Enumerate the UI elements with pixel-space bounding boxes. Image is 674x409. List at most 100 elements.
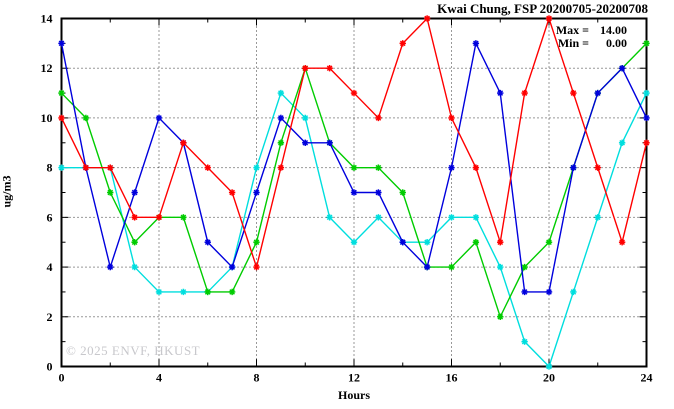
legend-min-value: 0.00 xyxy=(606,36,627,50)
blue-series-marker xyxy=(594,90,601,96)
cyan-series-marker xyxy=(570,289,577,295)
green-series-marker xyxy=(229,289,235,295)
cyan-series-marker xyxy=(448,214,455,221)
green-series-marker xyxy=(497,313,504,320)
blue-series-marker xyxy=(619,65,625,72)
blue-series-marker xyxy=(570,164,577,171)
green-series-marker xyxy=(643,40,650,47)
green-series-marker xyxy=(180,214,187,221)
red-series-marker xyxy=(546,15,552,22)
blue-series-marker xyxy=(351,189,357,196)
green-series-marker xyxy=(253,239,260,246)
legend-min-row: Min = 0.00 xyxy=(556,37,627,50)
green-series-marker xyxy=(546,239,552,246)
cyan-series-marker xyxy=(131,264,138,270)
red-series-marker xyxy=(643,139,650,146)
x-axis-label: Hours xyxy=(337,388,370,402)
cyan-series-marker xyxy=(351,239,357,246)
y-tick-label: 0 xyxy=(47,360,53,374)
blue-series-marker xyxy=(302,139,309,146)
green-series-marker xyxy=(204,289,211,295)
green-series-marker xyxy=(521,264,528,270)
red-series-marker xyxy=(619,239,625,246)
cyan-series-marker xyxy=(326,214,333,221)
green-series-marker xyxy=(58,90,65,96)
x-tick-label: 4 xyxy=(156,371,162,385)
x-tick-label: 12 xyxy=(348,371,360,385)
red-series-marker xyxy=(302,65,309,72)
legend-min-label: Min = xyxy=(557,36,589,50)
y-tick-label: 8 xyxy=(47,161,53,175)
blue-series-marker xyxy=(399,239,406,246)
red-series-marker xyxy=(83,164,89,171)
blue-series-marker xyxy=(131,189,138,196)
cyan-series-marker xyxy=(643,90,650,96)
legend: Max = 14.00 Min = 0.00 xyxy=(556,24,627,50)
x-tick-label: 20 xyxy=(543,371,555,385)
red-series-marker xyxy=(424,15,430,22)
green-series-marker xyxy=(83,115,89,121)
y-tick-label: 4 xyxy=(47,260,53,274)
green-series-marker xyxy=(278,139,284,146)
cyan-series-marker xyxy=(619,139,625,146)
cyan-series-marker xyxy=(253,164,260,171)
red-series-marker xyxy=(156,214,162,221)
blue-series-marker xyxy=(473,40,479,47)
x-tick-label: 0 xyxy=(59,371,65,385)
green-series-line xyxy=(61,42,647,319)
cyan-series-marker xyxy=(546,363,552,370)
red-series-marker xyxy=(521,90,528,96)
y-tick-label: 12 xyxy=(41,61,53,75)
red-series-marker xyxy=(180,139,187,146)
cyan-series-marker xyxy=(375,214,382,221)
y-tick-label: 10 xyxy=(41,111,53,125)
blue-series-marker xyxy=(375,189,382,196)
cyan-series-line xyxy=(61,91,648,368)
legend-max-label: Max = xyxy=(555,23,589,37)
blue-series-marker xyxy=(107,264,114,270)
red-series-marker xyxy=(204,164,211,171)
cyan-series-marker xyxy=(278,90,284,96)
blue-series-marker xyxy=(253,189,260,196)
blue-series-marker xyxy=(448,164,455,171)
cyan-series-marker xyxy=(156,289,162,295)
blue-series-marker xyxy=(546,289,552,295)
x-tick-label: 24 xyxy=(641,371,653,385)
y-tick-label: 2 xyxy=(47,310,53,324)
red-series-marker xyxy=(107,164,114,171)
blue-series-marker xyxy=(278,115,284,121)
cyan-series-marker xyxy=(302,115,309,121)
cyan-series-marker xyxy=(594,214,601,221)
green-series-marker xyxy=(107,189,114,196)
green-series-marker xyxy=(473,239,479,246)
red-series-marker xyxy=(375,115,382,121)
blue-series-marker xyxy=(643,115,650,121)
red-series-marker xyxy=(594,164,601,171)
y-tick-label: 14 xyxy=(41,12,53,26)
blue-series-marker xyxy=(326,139,333,146)
blue-series-marker xyxy=(521,289,528,295)
green-series-marker xyxy=(399,189,406,196)
green-series-marker xyxy=(375,164,382,171)
blue-series-marker xyxy=(229,264,235,270)
red-series-marker xyxy=(448,115,455,121)
green-series-marker xyxy=(131,239,138,246)
red-series-marker xyxy=(473,164,479,171)
cyan-series-marker xyxy=(521,338,528,345)
green-series-marker xyxy=(448,264,455,270)
cyan-series-marker xyxy=(424,239,430,246)
watermark: © 2025 ENVF, HKUST xyxy=(66,343,201,358)
y-tick-label: 6 xyxy=(47,210,53,224)
blue-series-marker xyxy=(497,90,504,96)
red-series-marker xyxy=(351,90,357,96)
red-series-marker xyxy=(399,40,406,47)
cyan-series-marker xyxy=(180,289,187,295)
cyan-series-marker xyxy=(473,214,479,221)
legend-max-row: Max = 14.00 xyxy=(556,24,627,37)
cyan-series-marker xyxy=(58,164,65,171)
blue-series-marker xyxy=(424,264,430,270)
red-series-marker xyxy=(131,214,138,221)
red-series-marker xyxy=(497,239,504,246)
